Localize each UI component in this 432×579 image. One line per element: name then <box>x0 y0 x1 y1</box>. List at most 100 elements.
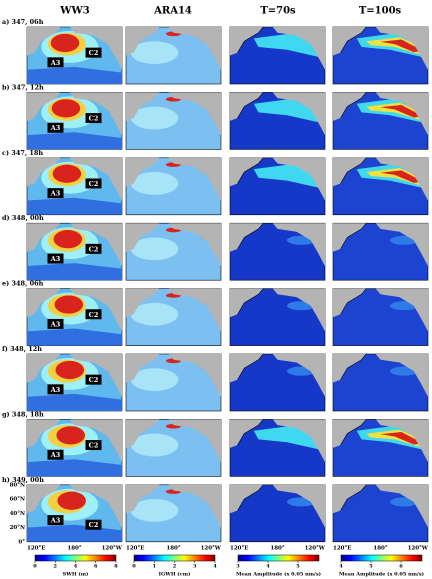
column-header: WW3 <box>59 6 89 17</box>
lon-label: 120°W <box>102 545 123 551</box>
wave-field <box>130 368 179 392</box>
lon-label: 180° <box>166 545 180 551</box>
land <box>27 484 61 514</box>
deep-field <box>27 328 122 346</box>
land <box>168 484 221 528</box>
colorbar-tick-label: 4 <box>74 564 78 570</box>
wave-field <box>130 106 179 130</box>
lon-label: 120°E <box>126 545 144 551</box>
coastline <box>237 353 264 380</box>
land <box>126 223 160 252</box>
lon-label: 180° <box>373 545 387 551</box>
station-label: C2 <box>89 311 99 319</box>
coastline <box>340 92 367 119</box>
wave-field <box>52 164 82 183</box>
lon-label: 120°E <box>230 545 248 551</box>
land <box>375 419 428 463</box>
station-label: A3 <box>50 451 61 459</box>
map-panel <box>229 484 326 543</box>
lon-label: 180° <box>67 545 81 551</box>
map-panel <box>229 222 326 281</box>
station-marker <box>47 122 64 133</box>
lon-label: 120°W <box>305 545 326 551</box>
coastline <box>340 288 367 315</box>
coastline <box>340 157 367 184</box>
colorbar-tick-label: 4 <box>266 564 270 570</box>
wave-field <box>130 237 179 261</box>
land <box>69 484 122 528</box>
lat-label: 40°N <box>10 511 25 517</box>
colorbar <box>34 554 117 562</box>
land <box>27 27 61 56</box>
land <box>272 157 325 201</box>
land <box>27 419 61 448</box>
land <box>333 223 367 252</box>
lon-label: 180° <box>270 545 284 551</box>
land <box>272 484 325 528</box>
land <box>126 27 160 56</box>
map-panel: A3 C2 <box>26 353 123 412</box>
land <box>230 27 264 56</box>
colorbar-tick-label: 5 <box>369 564 373 570</box>
wave-field <box>50 33 80 53</box>
land <box>27 288 61 318</box>
land <box>69 419 122 463</box>
coastline <box>237 26 264 53</box>
map-panel: A3 C2 <box>26 222 123 281</box>
deep-field <box>27 197 122 215</box>
land <box>168 354 221 397</box>
station-label: C2 <box>89 180 99 188</box>
map-panel <box>229 288 326 346</box>
wave-field <box>130 433 179 457</box>
map-panel <box>332 157 429 216</box>
lon-label: 120°E <box>333 545 351 551</box>
coastline <box>237 288 264 315</box>
colorbar-tick-label: 6 <box>94 564 98 570</box>
map-panel <box>125 419 222 477</box>
map-panel <box>332 26 429 85</box>
row-label: g) 348, 18h <box>2 410 44 418</box>
column-header: ARA14 <box>153 6 192 17</box>
map-panel <box>332 419 429 477</box>
colorbar-tick-label: 3 <box>236 564 240 570</box>
row-label: c) 347, 18h <box>2 149 43 157</box>
station-label: C2 <box>89 49 99 57</box>
colorbar-tick-label: 1 <box>153 564 156 570</box>
row-label: f) 348, 12h <box>2 345 42 353</box>
land <box>69 27 122 70</box>
map-panel <box>125 26 222 85</box>
land <box>69 288 122 332</box>
colorbar-tick-label: 5 <box>296 564 300 570</box>
map-panel: A3 C2 <box>26 157 123 216</box>
station-label: A3 <box>50 320 61 328</box>
land <box>27 354 61 383</box>
colorbar-tick-label: 0 <box>132 564 136 570</box>
land <box>69 92 122 136</box>
deep-field <box>27 132 122 150</box>
station-marker <box>47 515 64 526</box>
land <box>69 223 122 266</box>
land <box>333 157 367 187</box>
row-label: b) 347, 12h <box>2 83 44 91</box>
colorbar-tick-label: 4 <box>339 564 343 570</box>
colorbar-label: Mean Amplitude (x 0.05 nm/s) <box>339 571 424 578</box>
colorbar <box>133 554 216 562</box>
land <box>168 92 221 136</box>
colorbar <box>340 554 423 562</box>
land <box>69 354 122 397</box>
colorbar-tick-label: 3 <box>193 564 197 570</box>
map-panel <box>332 92 429 150</box>
lat-label: 80°N <box>10 482 25 488</box>
station-label: C2 <box>89 521 99 529</box>
land <box>333 419 367 448</box>
map-panel <box>229 92 326 150</box>
colorbar-tick-label: 4 <box>213 564 217 570</box>
station-label: C2 <box>89 245 99 253</box>
station-marker <box>85 309 102 320</box>
land <box>375 288 428 332</box>
station-label: C2 <box>89 115 99 123</box>
land <box>375 157 428 201</box>
amplitude-field <box>380 431 424 445</box>
station-label: A3 <box>50 59 61 67</box>
